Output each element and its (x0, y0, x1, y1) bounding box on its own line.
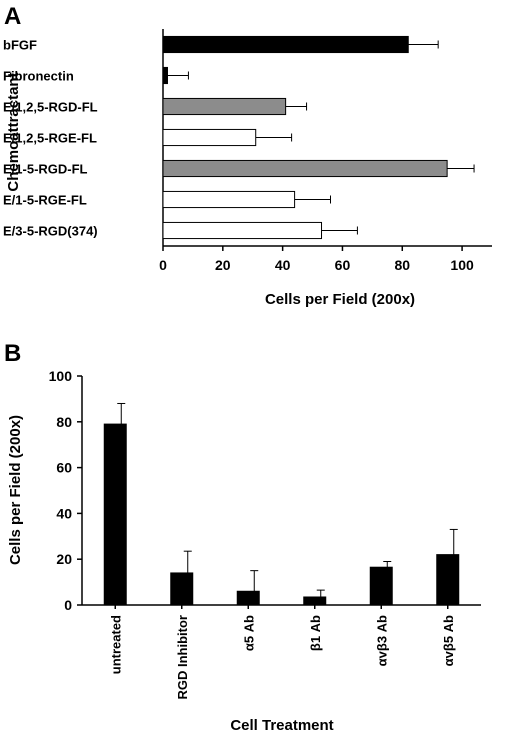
panel-label-a: A (4, 3, 21, 30)
panel-a-x-tick-label: 40 (275, 257, 291, 273)
panel-b-bar (170, 572, 194, 606)
panel-b-bar (103, 423, 127, 606)
panel-b-bar (369, 566, 393, 606)
panel-a-category-label: E/1,2,5-RGE-FL (3, 131, 97, 146)
panel-a-category-label: E/1-5-RGD-FL (3, 162, 88, 177)
panel-a-x-tick-label: 80 (394, 257, 410, 273)
panel-b-y-axis-title: Cells per Field (200x) (7, 415, 24, 565)
panel-b-category-label: RGD Inhibitor (175, 615, 190, 700)
panel-b-y-tick-label: 80 (56, 414, 72, 430)
panel-a-x-tick-label: 60 (335, 257, 351, 273)
panel-a-bar (162, 159, 448, 178)
panel-b-bar (436, 554, 460, 606)
chart-panel-b: B Cells per Field (200x) Cell Treatment … (4, 340, 481, 734)
panel-a-category-label: E/3-5-RGD(374) (3, 224, 98, 239)
panel-b-y-tick-label: 0 (64, 597, 72, 613)
panel-a-bar (162, 128, 257, 147)
panel-a-category-label: bFGF (3, 38, 37, 53)
panel-a-x-tick-label: 0 (159, 257, 167, 273)
panel-b-category-label: α5 Ab (241, 615, 256, 651)
panel-a-bar (162, 190, 296, 209)
chart-panel-a: A Chemoattractant Cells per Field (200x)… (3, 3, 492, 308)
panel-a-x-tick-label: 20 (215, 257, 231, 273)
panel-b-bar (303, 596, 327, 606)
panel-b-y-tick-label: 40 (56, 505, 72, 521)
panel-b-y-tick-label: 60 (56, 460, 72, 476)
panel-a-category-label: E/1,2,5-RGD-FL (3, 100, 98, 115)
panel-b-category-label: αvβ3 Ab (374, 615, 389, 666)
panel-a-bar (162, 66, 168, 85)
panel-label-b: B (4, 340, 21, 367)
panel-a-bar (162, 35, 409, 54)
panel-b-category-label: αvβ5 Ab (441, 615, 456, 666)
panel-a-category-label: Fibronectin (3, 69, 74, 84)
panel-a-bar (162, 97, 287, 116)
panel-a-y-axis-title: Chemoattractant (5, 72, 22, 191)
panel-a-x-axis-title: Cells per Field (200x) (265, 291, 415, 308)
panel-b-x-axis-title: Cell Treatment (230, 717, 333, 734)
panel-b-y-tick-label: 20 (56, 551, 72, 567)
panel-a-category-label: E/1-5-RGE-FL (3, 193, 87, 208)
panel-b-category-label: untreated (108, 615, 123, 674)
panel-b-category-label: β1 Ab (308, 615, 323, 651)
panel-b-y-tick-label: 100 (49, 368, 73, 384)
panel-a-x-tick-label: 100 (450, 257, 474, 273)
panel-a-bar (162, 221, 323, 240)
panel-b-bar (236, 590, 260, 606)
